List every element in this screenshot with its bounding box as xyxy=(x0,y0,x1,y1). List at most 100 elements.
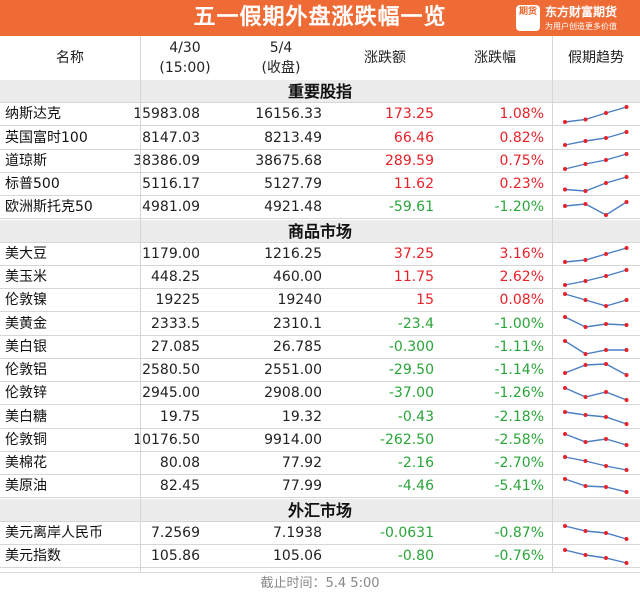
row-pct: -1.14% xyxy=(494,362,544,378)
trend-line xyxy=(564,340,627,355)
row-name: 美黄金 xyxy=(5,315,47,332)
row-price-a: 8147.03 xyxy=(142,129,200,146)
row-price-b: 7.1938 xyxy=(273,524,322,541)
table-row: 伦敦镍 19225 19240 15 0.08% xyxy=(0,289,640,313)
trend-point xyxy=(583,528,588,533)
table-row: 美元指数 105.86 105.06 -0.80 -0.76% xyxy=(0,545,640,568)
trend-sparkline xyxy=(563,409,629,426)
row-change: -2.16 xyxy=(397,455,434,471)
trend-point xyxy=(583,202,588,207)
row-name: 美棉花 xyxy=(5,455,47,471)
row-price-b: 19.32 xyxy=(281,408,322,425)
trend-point xyxy=(563,314,567,319)
table-row: 欧洲斯托克50 4981.09 4921.48 -59.61 -1.20% xyxy=(0,196,640,220)
column-divider xyxy=(552,36,553,572)
row-change: 289.59 xyxy=(385,152,434,169)
row-name: 伦敦铝 xyxy=(5,362,47,378)
trend-sparkline xyxy=(563,245,629,264)
table-row: 美元离岸人民币 7.2569 7.1938 -0.0631 -0.87% xyxy=(0,522,640,545)
title-banner: 五一假期外盘涨跌幅一览 期货 东方财富期货 为用户创造更多价值 xyxy=(0,0,640,36)
trend-sparkline xyxy=(563,338,629,356)
trend-line xyxy=(564,433,627,446)
row-price-b: 9914.00 xyxy=(264,431,322,448)
trend-point xyxy=(583,117,588,122)
trend-point xyxy=(604,362,608,366)
trend-point xyxy=(563,477,567,482)
logo-mark-text: 期货 xyxy=(518,7,537,17)
row-price-a: 1179.00 xyxy=(142,245,200,262)
trend-point xyxy=(604,251,608,256)
row-price-a: 80.08 xyxy=(159,455,200,471)
trend-point xyxy=(583,161,588,166)
row-change: -29.50 xyxy=(388,362,434,378)
trend-point xyxy=(563,548,567,552)
row-name: 美元指数 xyxy=(5,548,61,564)
brand-slogan: 为用户创造更多价值 xyxy=(545,22,617,31)
row-change: 37.25 xyxy=(393,245,434,262)
trend-point xyxy=(624,175,629,179)
row-name: 美白银 xyxy=(5,338,47,355)
row-name: 纳斯达克 xyxy=(5,106,61,123)
trend-point xyxy=(563,120,567,125)
row-price-b: 38675.68 xyxy=(255,152,322,169)
row-pct: -1.00% xyxy=(494,315,544,332)
trend-point xyxy=(624,536,629,541)
row-price-b: 1216.25 xyxy=(264,245,322,262)
table-row: 美白糖 19.75 19.32 -0.43 -2.18% xyxy=(0,406,640,429)
trend-point xyxy=(563,455,567,459)
col-header-date-a-line1: 4/30 xyxy=(169,40,201,56)
trend-point xyxy=(583,459,588,463)
trend-point xyxy=(624,322,629,327)
trend-line xyxy=(564,456,627,471)
row-price-a: 10176.50 xyxy=(133,431,200,448)
table-row: 美白银 27.085 26.785 -0.300 -1.11% xyxy=(0,336,640,359)
footer-timestamp: 截止时间：5.4 5:00 xyxy=(0,572,640,596)
trend-point xyxy=(583,553,588,557)
trend-point xyxy=(583,412,588,417)
trend-line xyxy=(564,410,627,425)
row-pct: 1.08% xyxy=(499,106,544,123)
section-title: 重要股指 xyxy=(0,80,640,103)
trend-point xyxy=(563,292,567,297)
row-price-b: 19240 xyxy=(277,292,322,309)
trend-sparkline xyxy=(563,151,629,171)
brand-logo-icon: 期货 xyxy=(516,5,540,31)
trend-point xyxy=(624,245,629,250)
row-name: 美玉米 xyxy=(5,269,47,285)
row-pct: 0.23% xyxy=(499,176,544,192)
trend-point xyxy=(624,373,629,377)
table-row: 美棉花 80.08 77.92 -2.16 -2.70% xyxy=(0,452,640,475)
row-price-a: 2580.50 xyxy=(142,362,200,378)
trend-line xyxy=(564,247,627,263)
trend-sparkline xyxy=(563,175,629,193)
trend-sparkline xyxy=(563,386,629,403)
row-name: 英国富时100 xyxy=(5,129,88,146)
trend-line xyxy=(564,363,627,376)
trend-sparkline xyxy=(563,523,629,541)
trend-point xyxy=(624,490,629,495)
trend-point xyxy=(604,390,608,395)
trend-point xyxy=(583,439,588,444)
trend-line xyxy=(564,130,627,146)
trend-point xyxy=(563,523,567,528)
row-price-a: 7.2569 xyxy=(151,524,200,541)
row-change: 11.75 xyxy=(393,269,434,285)
col-header-date-a-line2: (15:00) xyxy=(159,60,211,76)
row-price-a: 27.085 xyxy=(151,338,200,355)
trend-line xyxy=(564,549,627,564)
table-row: 美原油 82.45 77.99 -4.46 -5.41% xyxy=(0,475,640,499)
row-price-b: 77.99 xyxy=(281,478,322,495)
row-price-b: 2908.00 xyxy=(264,385,322,402)
row-pct: -1.26% xyxy=(494,385,544,402)
row-name: 伦敦镍 xyxy=(5,292,47,309)
row-name: 道琼斯 xyxy=(5,152,47,169)
trend-point xyxy=(563,431,567,436)
row-price-a: 448.25 xyxy=(151,269,200,285)
trend-point xyxy=(604,436,608,441)
trend-point xyxy=(624,468,629,472)
trend-point xyxy=(624,105,629,110)
trend-sparkline xyxy=(563,292,629,309)
page-title: 五一假期外盘涨跌幅一览 xyxy=(193,5,447,30)
row-price-b: 5127.79 xyxy=(264,176,322,192)
